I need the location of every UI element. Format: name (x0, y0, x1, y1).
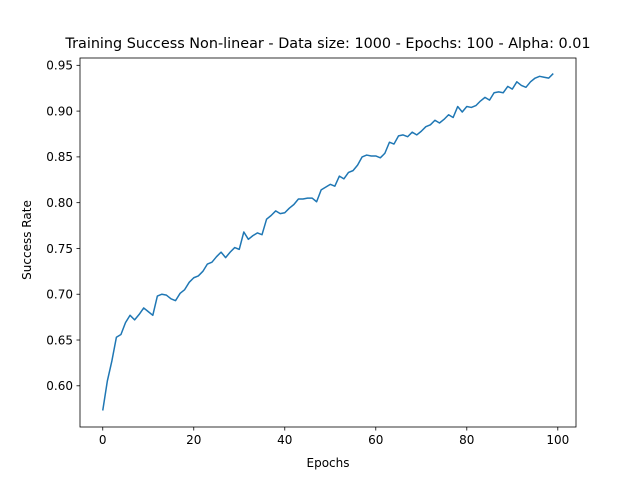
y-tick-label: 0.60 (46, 379, 73, 393)
plot-frame (79, 57, 577, 428)
y-axis-label: Success Rate (20, 200, 34, 280)
plot-area (79, 57, 577, 428)
x-axis: 0 20 40 60 80 100 (99, 427, 569, 447)
y-axis: 0.60 0.65 0.70 0.75 0.80 0.85 0.90 0.95 (46, 59, 80, 393)
x-tick-label: 0 (99, 433, 107, 447)
y-tick-label: 0.85 (46, 150, 73, 164)
series-line-0 (102, 73, 554, 411)
y-tick-label: 0.75 (46, 242, 73, 256)
y-tick-label: 0.80 (46, 196, 73, 210)
y-tick-label: 0.70 (46, 288, 73, 302)
y-tick-label: 0.65 (46, 333, 73, 347)
x-tick-label: 60 (368, 433, 383, 447)
y-tick-label: 0.90 (46, 104, 73, 118)
x-tick-label: 40 (277, 433, 292, 447)
x-tick-label: 100 (546, 433, 569, 447)
x-tick-label: 80 (459, 433, 474, 447)
x-tick-label: 20 (186, 433, 201, 447)
y-tick-label: 0.95 (46, 59, 73, 73)
chart-title: Training Success Non-linear - Data size:… (64, 36, 590, 52)
x-axis-label: Epochs (307, 456, 350, 470)
